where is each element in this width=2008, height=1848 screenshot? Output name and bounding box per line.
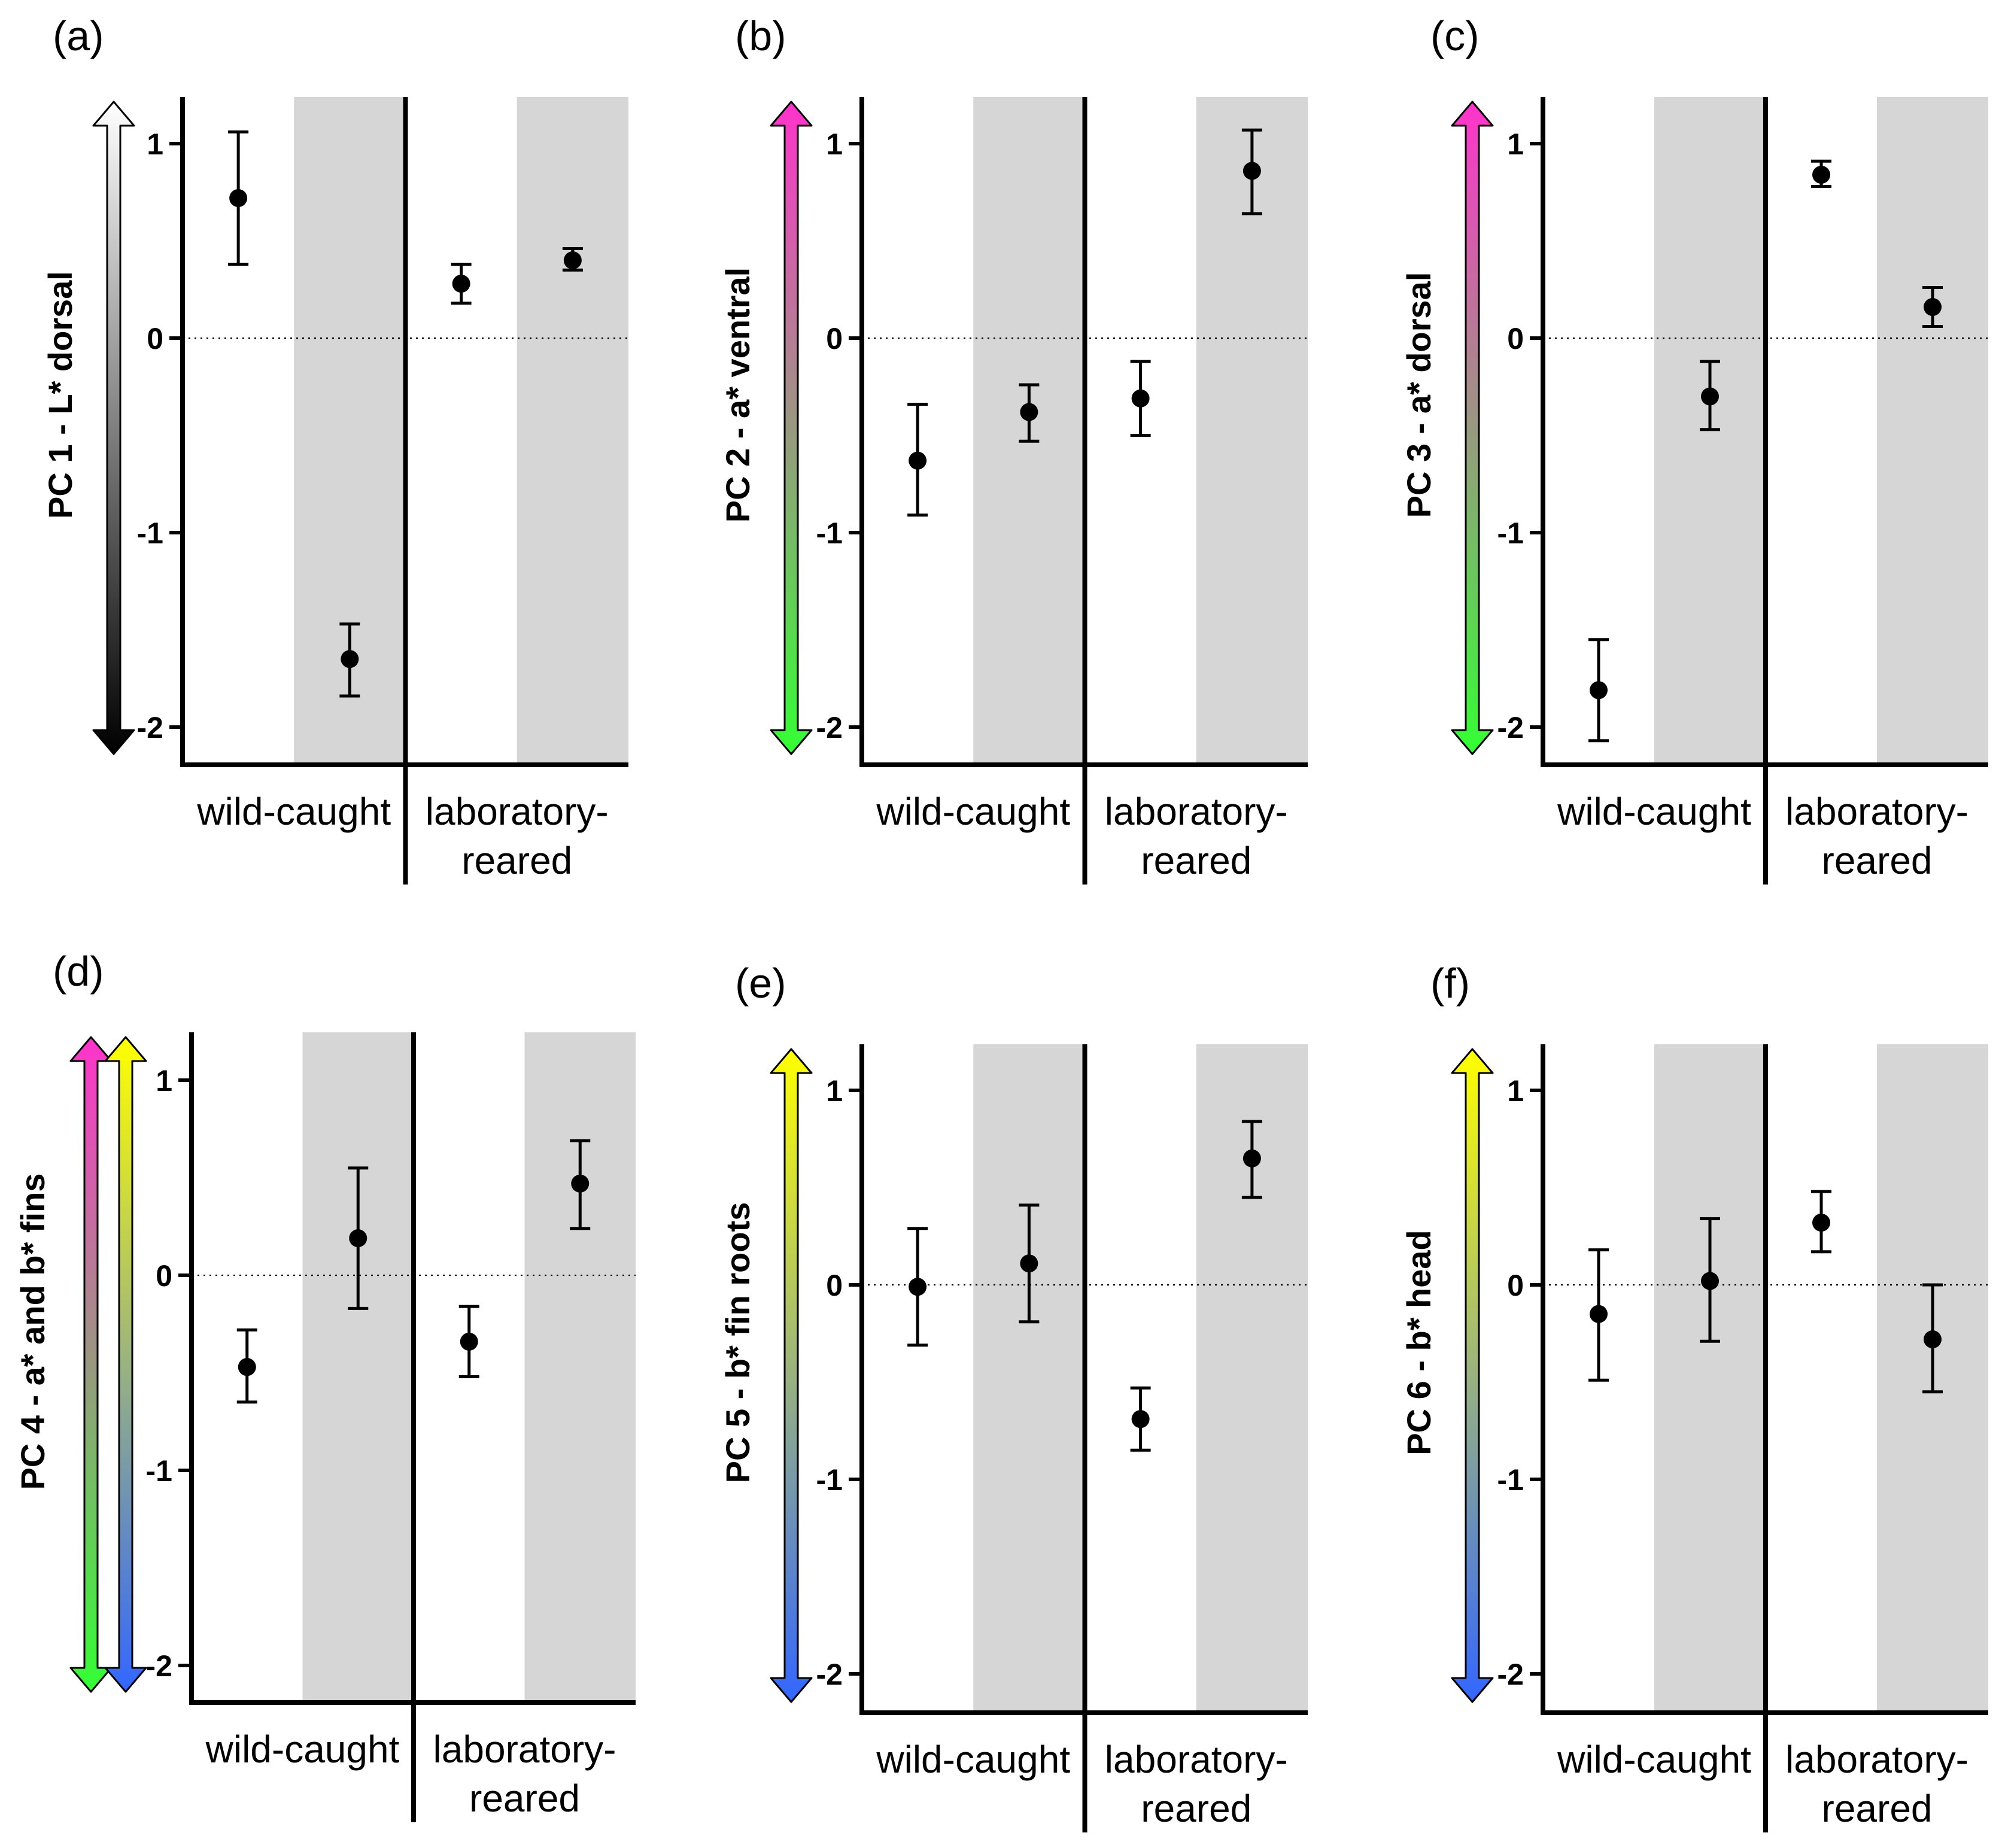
y-axis-label: PC 5 - b* fin roots xyxy=(719,1202,757,1484)
y-axis-label: PC 1 - L* dorsal xyxy=(41,271,79,519)
data-point xyxy=(460,1332,478,1351)
data-point xyxy=(1701,1272,1719,1290)
y-tick-label: 1 xyxy=(826,1074,843,1108)
panel-a: -2 -1 0 1 wild-caught laboratory-reared (a) PC … xyxy=(41,13,628,885)
x-group-label-lab-2: reared xyxy=(1822,1787,1933,1830)
data-point xyxy=(1243,1149,1261,1168)
shaded-band xyxy=(1654,1044,1766,1713)
shaded-band xyxy=(973,1044,1085,1713)
y-tick-label: 0 xyxy=(156,1259,172,1293)
y-axis-label: PC 6 - b* head xyxy=(1400,1230,1438,1455)
data-point xyxy=(341,650,359,668)
data-point xyxy=(1131,389,1150,408)
panel-label: (d) xyxy=(53,948,104,995)
color-scale-arrow xyxy=(770,101,813,755)
panel-c: -2 -1 0 1 wild-caught laboratory-reared (c) PC … xyxy=(1400,13,1988,885)
y-tick-label: 0 xyxy=(826,322,843,355)
x-group-label-lab: laboratory- xyxy=(1785,1738,1968,1781)
x-group-label-lab-2: reared xyxy=(1141,1787,1251,1830)
y-tick-label: 0 xyxy=(826,1269,843,1302)
data-point xyxy=(563,251,582,269)
shaded-band xyxy=(517,97,628,765)
y-tick-label: -1 xyxy=(1497,1463,1524,1497)
shaded-band xyxy=(1877,97,1988,765)
data-point xyxy=(909,1278,927,1296)
x-group-label-wild: wild-caught xyxy=(205,1728,400,1771)
panel-label: (b) xyxy=(735,13,786,59)
y-tick-label: -2 xyxy=(1497,711,1524,744)
x-group-label-lab: laboratory- xyxy=(1785,790,1968,833)
y-tick-label: -1 xyxy=(816,516,843,550)
x-group-label-lab: laboratory- xyxy=(1105,790,1288,833)
panel-label: (f) xyxy=(1430,960,1470,1007)
color-scale-arrow xyxy=(104,1036,147,1693)
y-axis-label: PC 3 - a* dorsal xyxy=(1400,272,1438,518)
panel-d: -2 -1 0 1 wild-caught laboratory-reared (d) PC … xyxy=(14,948,636,1822)
x-group-label-wild: wild-caught xyxy=(876,1738,1070,1781)
data-point xyxy=(452,275,470,293)
x-group-label-lab: laboratory- xyxy=(1105,1738,1288,1781)
y-tick-label: 1 xyxy=(1507,1074,1524,1108)
color-scale-arrow xyxy=(69,1036,113,1693)
x-group-label-wild: wild-caught xyxy=(1557,1738,1751,1781)
x-group-label-lab-2: reared xyxy=(1141,839,1251,882)
y-tick-label: -2 xyxy=(137,711,163,744)
panel-label: (c) xyxy=(1430,13,1480,59)
data-point xyxy=(909,451,927,470)
y-tick-label: -1 xyxy=(146,1454,172,1488)
data-point xyxy=(1812,166,1830,184)
data-point xyxy=(1020,1254,1038,1273)
shaded-band xyxy=(524,1032,636,1703)
data-point xyxy=(1701,387,1719,406)
y-axis-label: PC 4 - a* and b* fins xyxy=(14,1174,51,1490)
y-tick-label: 0 xyxy=(1507,322,1524,355)
x-group-label-lab: laboratory- xyxy=(433,1728,616,1771)
data-point xyxy=(1924,298,1942,316)
y-tick-label: 0 xyxy=(1507,1269,1524,1302)
data-point xyxy=(1812,1214,1830,1232)
y-axis-label: PC 2 - a* ventral xyxy=(719,268,757,522)
data-point xyxy=(229,189,248,207)
data-point xyxy=(238,1358,256,1376)
shaded-band xyxy=(302,1032,414,1703)
data-point xyxy=(571,1174,590,1193)
panel-label: (a) xyxy=(53,13,104,59)
y-tick-label: -1 xyxy=(816,1463,843,1497)
x-group-label-lab-2: reared xyxy=(469,1777,580,1820)
color-scale-arrow xyxy=(770,1048,813,1703)
panel-f: -2 -1 0 1 wild-caught laboratory-reared (f) PC … xyxy=(1400,960,1988,1832)
y-tick-label: -2 xyxy=(816,711,843,744)
data-point xyxy=(1243,162,1261,180)
x-group-label-lab: laboratory- xyxy=(426,790,609,833)
y-tick-label: 1 xyxy=(1507,127,1524,161)
data-point xyxy=(1590,1305,1608,1323)
y-tick-label: 0 xyxy=(147,322,163,355)
panel-e: -2 -1 0 1 wild-caught laboratory-reared (e) PC … xyxy=(719,960,1308,1832)
y-tick-label: 1 xyxy=(826,127,843,161)
data-point xyxy=(1131,1410,1150,1428)
data-point xyxy=(1590,681,1608,700)
x-group-label-wild: wild-caught xyxy=(196,790,391,833)
data-point xyxy=(349,1229,367,1248)
panel-b: -2 -1 0 1 wild-caught laboratory-reared (b) PC … xyxy=(719,13,1308,885)
y-tick-label: -1 xyxy=(1497,516,1524,550)
y-tick-label: -1 xyxy=(137,516,163,550)
color-scale-arrow xyxy=(1451,1048,1494,1703)
data-point xyxy=(1020,403,1038,421)
x-group-label-lab-2: reared xyxy=(461,839,572,882)
color-scale-arrow xyxy=(92,101,135,755)
y-tick-label: -2 xyxy=(1497,1658,1524,1691)
y-tick-label: 1 xyxy=(147,127,163,161)
y-tick-label: -2 xyxy=(816,1658,843,1691)
y-tick-label: -2 xyxy=(146,1649,172,1683)
color-scale-arrow xyxy=(1451,101,1494,755)
data-point xyxy=(1924,1330,1942,1348)
panel-label: (e) xyxy=(735,960,786,1007)
x-group-label-lab-2: reared xyxy=(1822,839,1933,882)
x-group-label-wild: wild-caught xyxy=(876,790,1070,833)
y-tick-label: 1 xyxy=(156,1064,172,1098)
x-group-label-wild: wild-caught xyxy=(1557,790,1751,833)
